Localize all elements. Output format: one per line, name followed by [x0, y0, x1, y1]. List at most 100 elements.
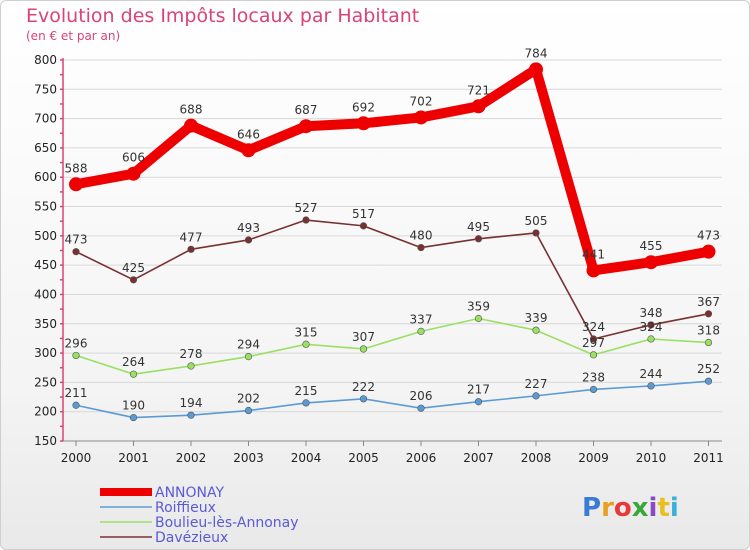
data-label: 324	[640, 320, 663, 334]
data-point	[184, 118, 198, 133]
x-tick-label: 2002	[176, 451, 207, 465]
data-point	[589, 351, 598, 359]
y-tick-label: 600	[34, 170, 57, 184]
data-point	[241, 143, 256, 158]
data-point	[704, 377, 713, 385]
data-point	[647, 321, 655, 329]
y-tick-label: 800	[34, 53, 57, 67]
data-point	[359, 395, 368, 403]
y-tick-label: 650	[34, 141, 57, 155]
data-label: 194	[180, 396, 203, 410]
data-point	[414, 110, 428, 125]
data-point	[302, 216, 310, 224]
y-tick-label: 350	[34, 317, 57, 331]
x-tick-label: 2004	[291, 451, 322, 465]
data-label: 215	[295, 384, 318, 398]
data-label: 473	[697, 229, 720, 243]
legend-label: Roiffieux	[155, 500, 216, 516]
chart-subtitle: (en € et par an)	[26, 29, 120, 43]
data-label: 315	[295, 325, 318, 339]
legend-label: Davézieux	[155, 530, 228, 546]
data-point	[704, 310, 713, 318]
data-point	[129, 413, 138, 422]
data-point	[72, 248, 80, 256]
data-label: 455	[640, 239, 663, 253]
data-point	[647, 335, 655, 343]
data-label: 477	[180, 230, 203, 244]
data-label: 646	[237, 127, 260, 141]
data-point	[126, 166, 141, 181]
legend: ANNONAYRoiffieuxBoulieu-lès-AnnonayDavéz…	[100, 485, 299, 546]
logo-letter: x	[632, 493, 649, 523]
x-tick-label: 2007	[463, 451, 494, 465]
data-point	[586, 263, 601, 278]
data-label: 324	[582, 320, 605, 334]
data-point	[474, 398, 483, 406]
data-label: 517	[352, 207, 375, 221]
data-label: 687	[295, 103, 318, 117]
data-point	[474, 314, 483, 323]
data-point	[187, 362, 195, 370]
data-point	[532, 392, 540, 400]
legend-label: ANNONAY	[155, 485, 225, 501]
data-point	[187, 245, 195, 253]
data-label: 359	[467, 299, 490, 313]
data-point	[417, 243, 425, 252]
data-label: 211	[65, 386, 88, 400]
data-point	[129, 276, 138, 284]
data-label: 606	[122, 151, 145, 165]
y-tick-label: 550	[34, 200, 57, 214]
data-point	[589, 385, 598, 394]
data-label: 721	[467, 83, 490, 97]
x-tick-label: 2011	[693, 451, 724, 465]
data-label: 441	[582, 247, 605, 261]
data-point	[471, 99, 486, 114]
x-tick-label: 2008	[521, 451, 552, 465]
series-line-dav-zieux	[75, 219, 709, 340]
data-label: 190	[122, 399, 145, 413]
data-label: 252	[697, 362, 720, 376]
grid	[63, 59, 722, 413]
y-tick-label: 250	[34, 375, 57, 389]
data-point	[244, 236, 253, 244]
data-point	[647, 382, 655, 390]
data-label: 495	[467, 220, 490, 234]
data-point	[704, 338, 713, 347]
y-tick-label: 300	[34, 346, 57, 360]
data-label: 505	[525, 214, 548, 228]
data-label: 527	[295, 201, 318, 215]
y-tick-label: 700	[34, 112, 57, 126]
data-label: 294	[237, 338, 260, 352]
data-label: 692	[352, 100, 375, 114]
y-tick-label: 400	[34, 287, 57, 301]
data-point	[302, 399, 310, 407]
data-label: 318	[697, 324, 720, 338]
data-label: 206	[410, 389, 433, 403]
legend-label: Boulieu-lès-Annonay	[155, 515, 299, 531]
series-line-boulieu-l-s-annonay	[75, 317, 709, 375]
data-label: 425	[122, 261, 145, 275]
y-tick-label: 150	[34, 434, 57, 448]
data-label: 238	[582, 370, 605, 384]
data-label: 296	[65, 336, 88, 350]
data-label: 297	[582, 336, 605, 350]
series-line-roiffieux	[75, 380, 709, 419]
logo-letter: P	[582, 493, 601, 523]
data-point	[299, 119, 313, 134]
data-point	[359, 345, 368, 353]
data-point	[589, 335, 598, 343]
data-point	[532, 326, 540, 334]
series-layer	[69, 62, 716, 422]
data-label: 480	[410, 229, 433, 243]
data-label: 493	[237, 221, 260, 235]
data-point	[532, 229, 540, 237]
data-label: 202	[237, 392, 260, 406]
data-point	[644, 255, 658, 270]
data-point	[529, 62, 543, 77]
data-point	[417, 327, 425, 335]
data-label: 244	[640, 367, 663, 381]
data-point	[474, 235, 483, 243]
data-label: 367	[697, 295, 720, 309]
